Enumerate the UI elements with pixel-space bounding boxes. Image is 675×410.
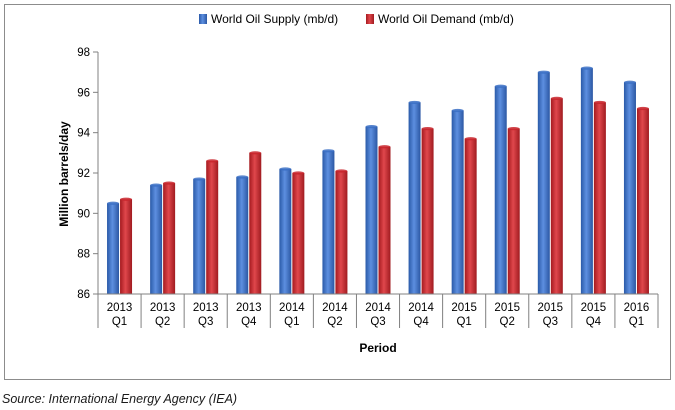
x-tick-label-year: 2013	[150, 302, 176, 314]
x-tick-label-year: 2013	[193, 302, 219, 314]
supply-bar-cap	[494, 84, 507, 88]
y-axis-title: Million barrels/day	[57, 121, 71, 227]
x-tick-label-quarter: Q2	[155, 316, 170, 328]
supply-bar-cap	[623, 80, 636, 84]
demand-bar	[421, 128, 434, 294]
demand-bar	[249, 152, 262, 294]
supply-bar	[150, 185, 163, 294]
demand-bar	[335, 170, 348, 294]
demand-bar	[636, 108, 649, 294]
y-tick-label: 86	[77, 289, 90, 301]
supply-bar	[408, 102, 421, 295]
demand-bar-cap	[163, 181, 176, 185]
y-tick-label: 90	[77, 208, 90, 220]
supply-bar-cap	[580, 66, 593, 70]
demand-bar-cap	[292, 171, 305, 175]
y-tick-label: 92	[77, 168, 90, 180]
legend-swatch-supply	[199, 14, 207, 24]
x-tick-label-quarter: Q4	[241, 316, 257, 328]
y-tick-label: 94	[77, 128, 90, 140]
x-tick-label-year: 2014	[365, 302, 391, 314]
supply-bar	[193, 179, 206, 294]
supply-bar-cap	[150, 183, 163, 187]
demand-bar-cap	[335, 169, 348, 173]
supply-bar-cap	[107, 201, 120, 205]
demand-bar-cap	[421, 127, 434, 131]
supply-bar	[365, 126, 378, 294]
supply-bar	[623, 82, 636, 294]
supply-bar-cap	[537, 70, 550, 74]
supply-bar-cap	[408, 100, 421, 105]
bars	[107, 66, 649, 295]
y-axis: 86 88 90 92 94 96 98	[77, 47, 99, 301]
demand-bar-cap	[206, 159, 219, 163]
supply-bar	[107, 203, 120, 294]
x-tick-label-quarter: Q1	[456, 316, 471, 328]
supply-bar	[537, 72, 550, 295]
legend-label-supply: World Oil Supply (mb/d)	[211, 12, 338, 26]
x-tick-label-quarter: Q1	[629, 316, 644, 328]
demand-bar-cap	[593, 100, 606, 105]
demand-bar-cap	[464, 137, 477, 141]
demand-bar	[550, 98, 563, 294]
x-tick-label-quarter: Q1	[112, 316, 127, 328]
demand-bar-cap	[378, 145, 391, 149]
demand-bar	[464, 138, 477, 294]
supply-bar	[322, 150, 335, 294]
x-tick-label-quarter: Q4	[586, 316, 602, 328]
x-tick-label-year: 2015	[538, 302, 564, 314]
demand-bar	[593, 102, 606, 295]
x-tick-label-year: 2015	[494, 302, 520, 314]
x-tick-label-year: 2016	[624, 302, 650, 314]
demand-bar-cap	[507, 127, 520, 131]
legend: World Oil Supply (mb/d) World Oil Demand …	[199, 12, 514, 26]
x-tick-label-quarter: Q2	[327, 316, 342, 328]
supply-bar	[580, 68, 593, 294]
demand-bar	[120, 199, 133, 294]
x-tick-label-quarter: Q2	[500, 316, 515, 328]
legend-label-demand: World Oil Demand (mb/d)	[378, 12, 514, 26]
supply-bar-cap	[236, 175, 249, 179]
chart-svg: World Oil Supply (mb/d) World Oil Demand …	[57, 12, 659, 355]
supply-bar	[494, 86, 507, 295]
demand-bar	[378, 146, 391, 294]
legend-swatch-demand	[366, 14, 374, 24]
supply-bar-cap	[451, 108, 464, 113]
demand-bar-cap	[636, 106, 649, 111]
x-axis: 2013 Q1 2013 Q2 2013 Q3 2013 Q4 2014 Q1 2014 Q2 2014…	[97, 293, 659, 328]
y-tick-label: 98	[77, 47, 90, 59]
x-tick-label-year: 2015	[581, 302, 607, 314]
supply-bar-cap	[322, 149, 335, 153]
x-tick-label-year: 2015	[451, 302, 477, 314]
demand-bar	[206, 160, 219, 294]
x-tick-label-quarter: Q4	[413, 316, 429, 328]
x-tick-label-quarter: Q3	[198, 316, 213, 328]
x-axis-title: Period	[359, 341, 396, 355]
x-tick-label-year: 2014	[408, 302, 434, 314]
y-tick-label: 96	[77, 87, 90, 99]
source-note: Source: International Energy Agency (IEA…	[2, 392, 238, 406]
y-tick-label: 88	[77, 249, 90, 261]
supply-bar	[236, 177, 249, 294]
supply-bar-cap	[279, 167, 292, 171]
demand-bar	[292, 173, 305, 294]
x-tick-label-quarter: Q3	[370, 316, 385, 328]
supply-bar	[279, 168, 292, 294]
supply-bar-cap	[365, 125, 378, 129]
demand-bar-cap	[120, 197, 133, 201]
x-tick-label-year: 2013	[107, 302, 133, 314]
x-tick-label-quarter: Q3	[543, 316, 558, 328]
demand-bar	[163, 183, 176, 294]
x-tick-label-year: 2014	[322, 302, 348, 314]
x-tick-label-year: 2013	[236, 302, 262, 314]
demand-bar	[507, 128, 520, 294]
demand-bar-cap	[550, 96, 563, 100]
x-tick-label-quarter: Q1	[284, 316, 299, 328]
supply-bar	[451, 110, 464, 294]
supply-bar-cap	[193, 177, 206, 181]
demand-bar-cap	[249, 151, 262, 155]
x-tick-label-year: 2014	[279, 302, 305, 314]
